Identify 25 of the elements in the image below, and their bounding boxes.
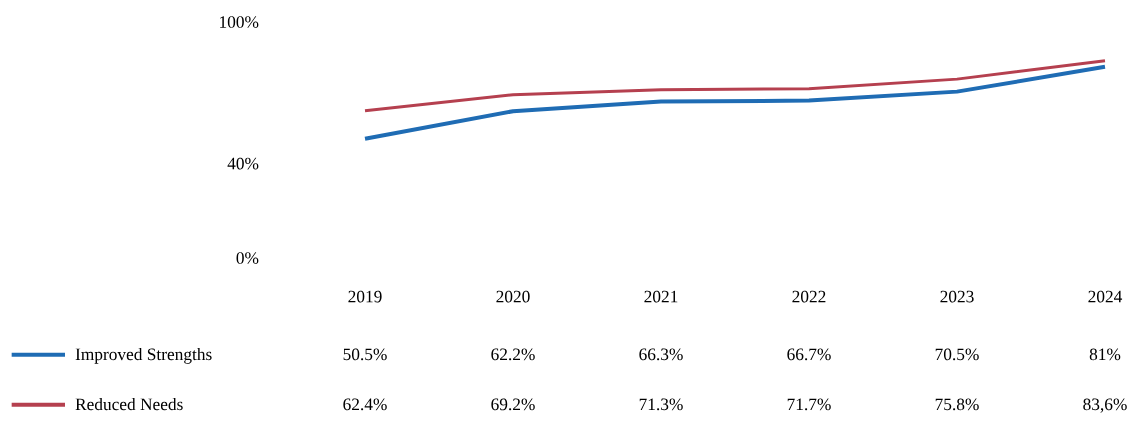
x-tick-label: 2023 xyxy=(940,290,974,303)
data-label: 71.7% xyxy=(787,398,831,411)
line-series xyxy=(363,64,1107,141)
y-tick-label: 100% xyxy=(220,16,259,28)
line-series xyxy=(363,59,1107,113)
legend-label: Reduced Needs xyxy=(75,397,183,411)
data-label: 70.5% xyxy=(935,348,979,361)
x-tick-label: 2024 xyxy=(1088,290,1123,303)
data-label: 69.2% xyxy=(491,398,535,411)
data-label: 62.2% xyxy=(491,348,535,361)
y-tick-label: 40% xyxy=(227,157,259,170)
x-tick-label: 2019 xyxy=(348,290,382,303)
x-tick-label: 2020 xyxy=(496,290,530,303)
data-label: 75.8% xyxy=(935,398,979,411)
data-label: 66.3% xyxy=(639,348,683,361)
data-label: 50.5% xyxy=(343,348,387,361)
legend-label: Improved Strengths xyxy=(75,347,212,364)
data-label: 71.3% xyxy=(639,398,683,411)
data-label: 62.4% xyxy=(343,398,387,411)
y-tick-label: 0% xyxy=(236,252,259,264)
data-label: 66.7% xyxy=(787,348,831,361)
x-tick-label: 2022 xyxy=(792,290,826,303)
data-label: 81% xyxy=(1089,348,1121,361)
data-label: 83,6% xyxy=(1083,398,1127,413)
x-tick-label: 2021 xyxy=(644,290,678,303)
